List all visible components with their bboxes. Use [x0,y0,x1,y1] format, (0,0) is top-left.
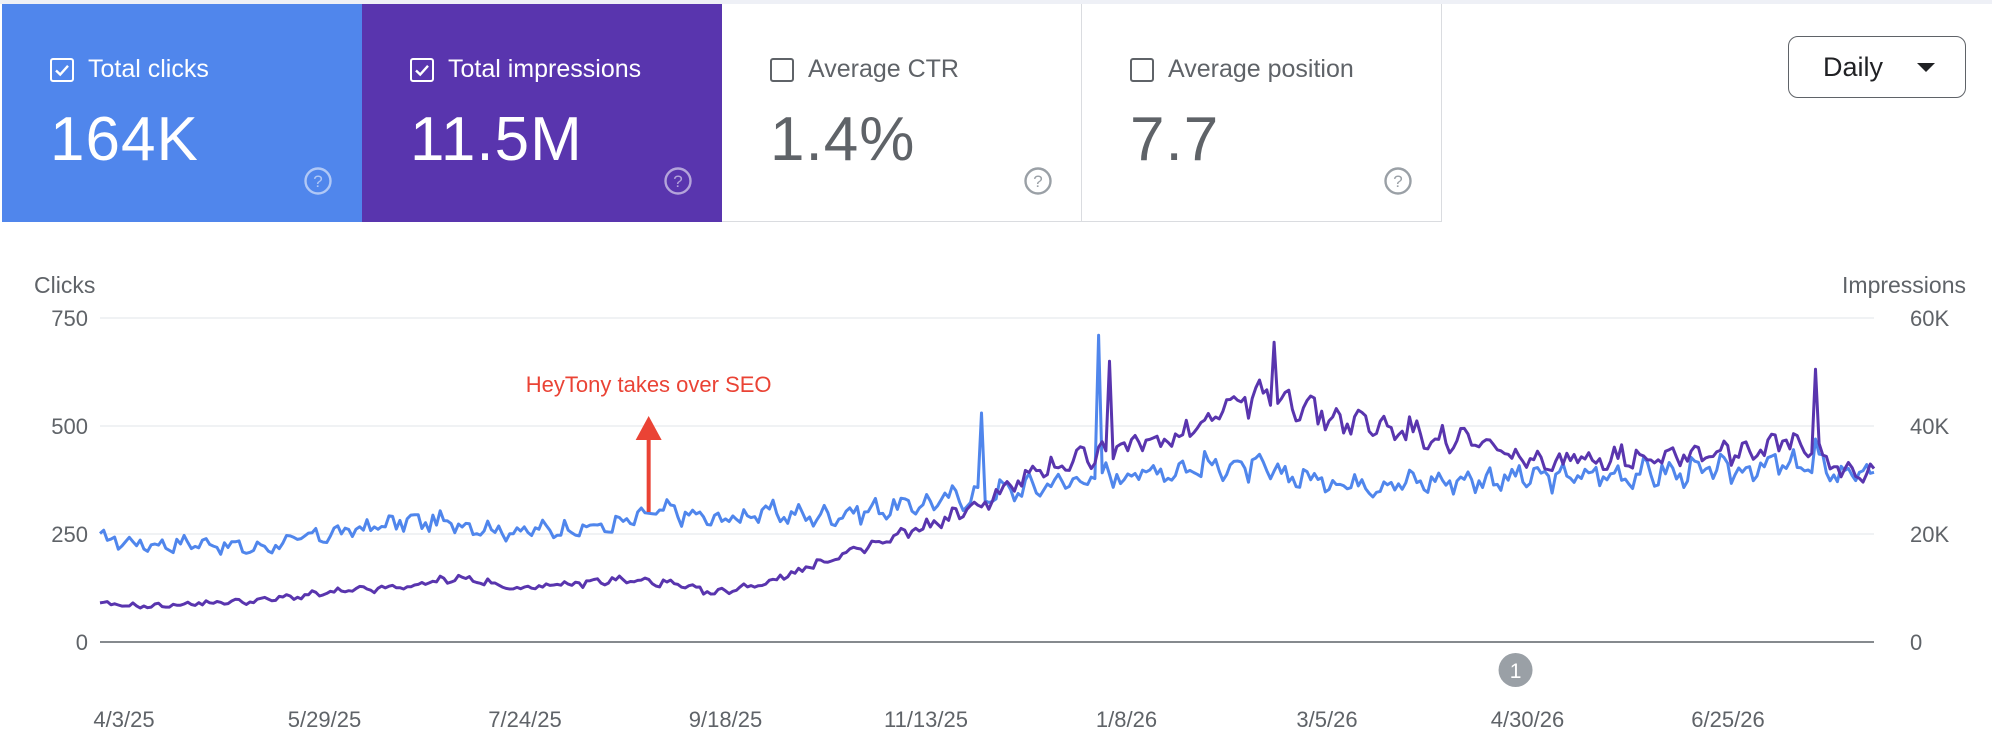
y-left-axis-title: Clicks [34,272,95,298]
top-strip [0,0,1992,4]
y-right-tick-label: 60K [1910,306,1949,331]
annotation-label: HeyTony takes over SEO [526,372,772,397]
x-tick-label: 4/3/25 [93,707,154,732]
svg-text:?: ? [1393,172,1402,191]
period-select[interactable]: Daily [1788,36,1966,98]
card-value: 11.5M [410,105,583,174]
x-tick-label: 6/25/26 [1691,707,1764,732]
grid [100,317,1874,643]
y-right-tick-label: 0 [1910,630,1922,655]
checkbox-icon[interactable] [50,57,74,82]
svg-text:?: ? [313,172,322,191]
metric-cards: Total clicks 164K ? Total impressions 11… [2,4,1442,222]
annotations: HeyTony takes over SEO 1 [526,372,1533,687]
card-average-ctr[interactable]: Average CTR 1.4% ? [722,4,1082,222]
card-checkbox-row: Average position [1130,55,1354,84]
card-label: Average CTR [808,55,959,83]
help-icon[interactable]: ? [1383,166,1413,196]
card-checkbox-row: Average CTR [770,55,959,84]
y-right-axis-title: Impressions [1842,272,1966,298]
y-right-tick-label: 40K [1910,414,1949,439]
help-icon[interactable]: ? [303,166,333,196]
series-line-clicks [99,333,1875,556]
x-tick-label: 7/24/25 [488,707,561,732]
help-icon[interactable]: ? [663,166,693,196]
y-left-tick-label: 250 [51,522,88,547]
card-value: 164K [50,105,199,174]
card-checkbox-row: Total clicks [50,55,209,84]
checkbox-icon[interactable] [1130,57,1154,82]
series-line-impressions [99,340,1876,610]
card-value: 1.4% [770,105,916,174]
y-left-tick-label: 0 [76,630,88,655]
checkbox-icon[interactable] [770,57,794,82]
y-right-tick-label: 20K [1910,522,1949,547]
card-label: Average position [1168,55,1354,83]
series-lines [99,333,1876,610]
y-left-tick-label: 500 [51,414,88,439]
x-tick-label: 4/30/26 [1491,707,1564,732]
chevron-down-icon [1917,63,1935,72]
annotation-marker-label: 1 [1510,660,1522,683]
card-label: Total impressions [448,55,642,83]
x-tick-label: 5/29/25 [288,707,361,732]
card-total-clicks[interactable]: Total clicks 164K ? [2,4,362,222]
svg-text:?: ? [1033,172,1042,191]
checkbox-icon[interactable] [410,57,434,82]
annotation-arrowhead-icon [635,416,662,440]
tick-labels: 0 0 250 20K 500 40K 750 60K 4/3/25 5/29/25 7/24/25… [51,306,1949,732]
svg-text:?: ? [673,172,682,191]
x-tick-label: 3/5/26 [1296,707,1357,732]
help-icon[interactable]: ? [1023,166,1053,196]
card-total-impressions[interactable]: Total impressions 11.5M ? [362,4,722,222]
card-average-position[interactable]: Average position 7.7 ? [1082,4,1442,222]
y-left-tick-label: 750 [51,306,88,331]
annotation-marker[interactable] [1498,653,1533,687]
x-tick-label: 11/13/25 [884,707,968,732]
x-tick-label: 9/18/25 [689,707,762,732]
card-checkbox-row: Total impressions [410,55,641,84]
x-tick-label: 1/8/26 [1096,707,1157,732]
card-label: Total clicks [88,55,209,83]
period-select-value: Daily [1823,51,1884,82]
card-value: 7.7 [1130,105,1220,174]
